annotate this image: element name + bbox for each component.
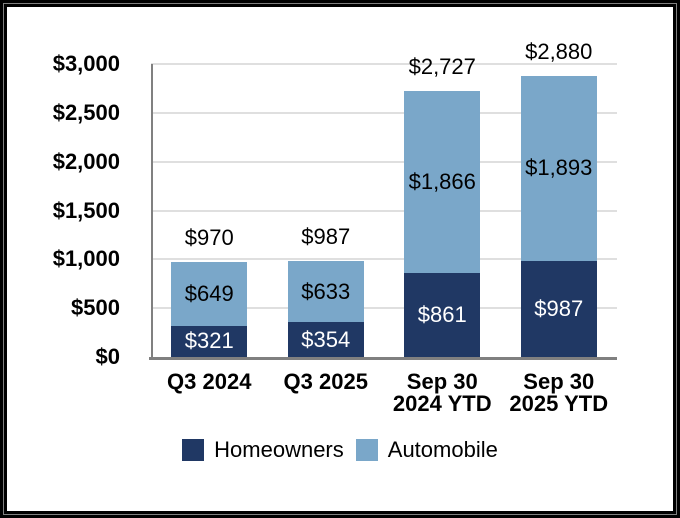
chart-canvas: $0 $500 $1,000 $1,500 $2,000 $2,500 $3,000 $321… (4, 4, 676, 514)
segment-label: $1,866 (408, 168, 476, 194)
gridline (151, 111, 617, 114)
segment-label: $633 (301, 278, 351, 304)
y-tick-label: $2,000 (52, 148, 120, 174)
bar-segment (404, 90, 481, 273)
y-tick-label: $500 (71, 295, 120, 321)
gridline (151, 160, 617, 163)
total-label: $2,880 (525, 38, 593, 64)
legend-item: Homeowners (182, 437, 344, 463)
segment-label: $354 (301, 326, 351, 352)
y-tick-label: $2,500 (52, 99, 120, 125)
gridline (151, 63, 617, 65)
segment-label: $861 (417, 301, 467, 327)
y-tick-label: $1,500 (52, 197, 120, 223)
plot-area: $0 $500 $1,000 $1,500 $2,000 $2,500 $3,000 $321… (7, 7, 673, 511)
legend: Homeowners Automobile (7, 437, 673, 463)
gridline (151, 209, 617, 212)
gridline (151, 258, 617, 261)
y-tick-label: $0 (95, 344, 120, 369)
gridline (151, 307, 617, 310)
legend-swatch (182, 439, 205, 461)
segment-label: $987 (534, 295, 584, 321)
total-label: $2,727 (408, 53, 476, 79)
bar-segment (171, 325, 248, 357)
y-tick-label: $3,000 (52, 51, 120, 76)
legend-label: Automobile (387, 437, 498, 462)
x-tick-label: Q3 2024 (167, 369, 252, 394)
bar-segment (287, 322, 364, 357)
x-axis-line (149, 357, 617, 360)
bar-segment (171, 262, 248, 326)
legend-swatch (355, 439, 378, 461)
total-label: $970 (184, 225, 234, 251)
y-tick-label: $1,000 (52, 246, 120, 272)
legend-label: Homeowners (214, 437, 344, 462)
total-label: $987 (301, 223, 351, 249)
x-tick-label: Sep 30 2024 YTD (392, 369, 492, 416)
segment-label: $321 (184, 328, 234, 354)
x-tick-label: Sep 30 2025 YTD (509, 369, 609, 416)
bar-segment (520, 260, 597, 357)
segment-label: $649 (184, 280, 234, 306)
bar-segment (520, 75, 597, 261)
bar-segment (404, 272, 481, 357)
y-axis-line (151, 64, 153, 360)
legend-item: Automobile (355, 437, 498, 463)
segment-label: $1,893 (525, 155, 593, 181)
x-tick-label: Q3 2025 (283, 369, 368, 394)
bar-segment (287, 260, 364, 323)
